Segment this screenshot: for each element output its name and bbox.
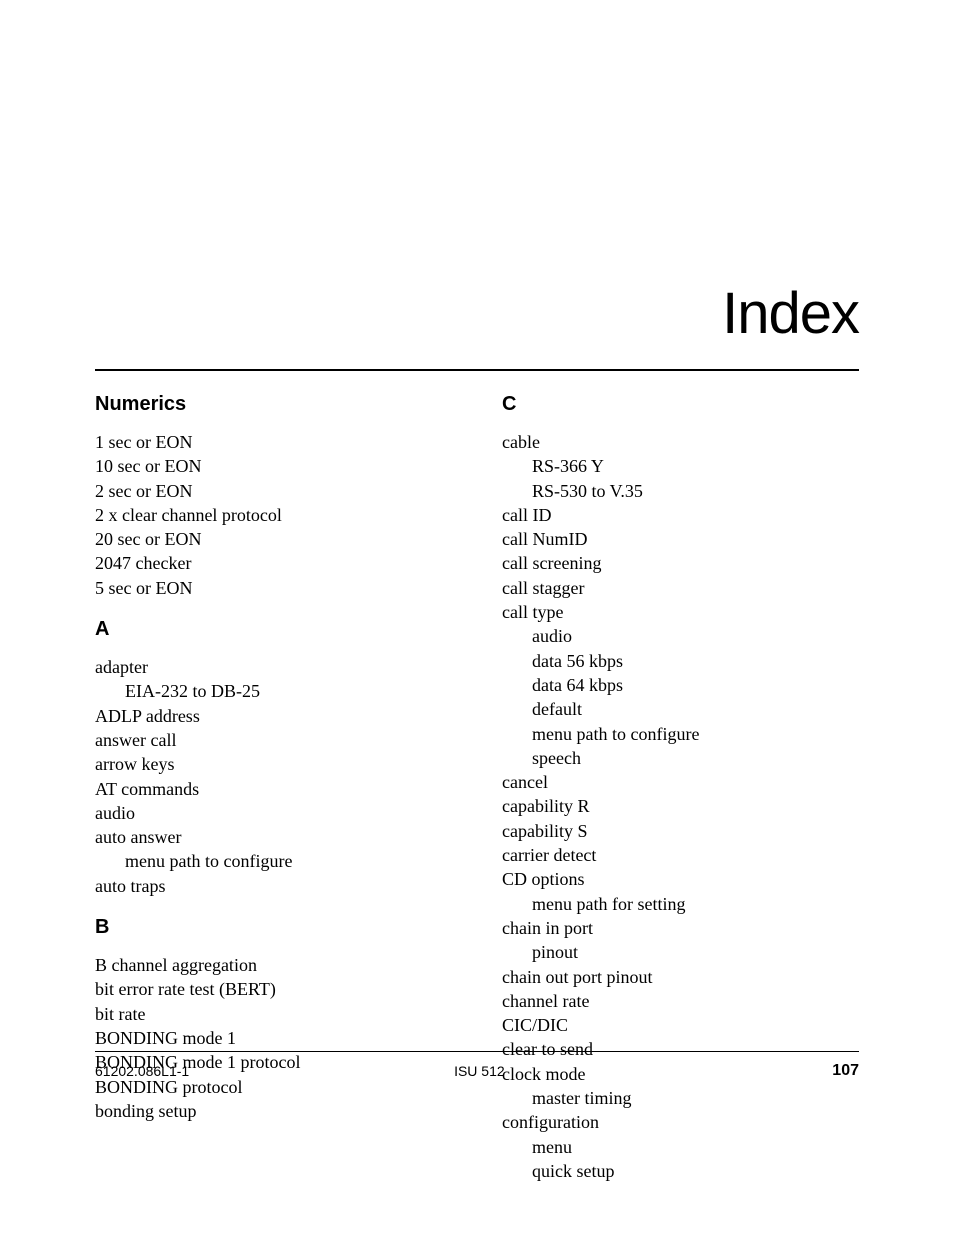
index-entry: 2 x clear channel protocol — [95, 503, 452, 527]
index-entry: EIA-232 to DB-25 — [95, 679, 452, 703]
index-entry: pinout — [502, 940, 859, 964]
index-entry: auto answer — [95, 825, 452, 849]
page-title: Index — [95, 280, 859, 347]
index-entry: cancel — [502, 770, 859, 794]
index-entry: menu path for setting — [502, 892, 859, 916]
index-entry: arrow keys — [95, 752, 452, 776]
index-entry: bit error rate test (BERT) — [95, 977, 452, 1001]
index-entry: bit rate — [95, 1002, 452, 1026]
section-heading-a: A — [95, 618, 452, 641]
index-entry: channel rate — [502, 989, 859, 1013]
index-entry: AT commands — [95, 777, 452, 801]
index-entry: chain in port — [502, 916, 859, 940]
index-entry: call ID — [502, 503, 859, 527]
index-entry: RS-530 to V.35 — [502, 479, 859, 503]
index-entry: 10 sec or EON — [95, 454, 452, 478]
index-entry: audio — [95, 801, 452, 825]
footer-product: ISU 512 — [454, 1063, 505, 1079]
index-entry: menu path to configure — [95, 849, 452, 873]
section-entries-b: B channel aggregationbit error rate test… — [95, 953, 452, 1123]
title-divider — [95, 369, 859, 371]
index-entry: CIC/DIC — [502, 1013, 859, 1037]
index-entry: capability S — [502, 819, 859, 843]
page-footer: 61202.086L1-1 ISU 512 107 — [95, 1051, 859, 1080]
index-entry: default — [502, 697, 859, 721]
index-entry: chain out port pinout — [502, 965, 859, 989]
index-entry: quick setup — [502, 1159, 859, 1183]
section-entries-numerics: 1 sec or EON10 sec or EON2 sec or EON2 x… — [95, 430, 452, 600]
index-entry: 20 sec or EON — [95, 527, 452, 551]
index-entry: 5 sec or EON — [95, 576, 452, 600]
index-entry: carrier detect — [502, 843, 859, 867]
index-entry: 2 sec or EON — [95, 479, 452, 503]
index-entry: answer call — [95, 728, 452, 752]
index-entry: call screening — [502, 551, 859, 575]
footer-doc-id: 61202.086L1-1 — [95, 1063, 189, 1079]
footer-page-number: 107 — [832, 1062, 859, 1080]
index-entry: auto traps — [95, 874, 452, 898]
section-heading-numerics: Numerics — [95, 393, 452, 416]
index-entry: menu — [502, 1135, 859, 1159]
index-entry: speech — [502, 746, 859, 770]
index-entry: capability R — [502, 794, 859, 818]
index-entry: call stagger — [502, 576, 859, 600]
section-heading-b: B — [95, 916, 452, 939]
index-entry: 2047 checker — [95, 551, 452, 575]
index-entry: audio — [502, 624, 859, 648]
index-entry: call NumID — [502, 527, 859, 551]
index-entry: master timing — [502, 1086, 859, 1110]
index-entry: RS-366 Y — [502, 454, 859, 478]
index-entry: adapter — [95, 655, 452, 679]
index-entry: configuration — [502, 1110, 859, 1134]
index-entry: data 56 kbps — [502, 649, 859, 673]
index-entry: bonding setup — [95, 1099, 452, 1123]
index-entry: call type — [502, 600, 859, 624]
index-entry: menu path to configure — [502, 722, 859, 746]
index-entry: BONDING mode 1 — [95, 1026, 452, 1050]
index-entry: 1 sec or EON — [95, 430, 452, 454]
section-heading-c: C — [502, 393, 859, 416]
index-entry: B channel aggregation — [95, 953, 452, 977]
index-entry: CD options — [502, 867, 859, 891]
section-entries-a: adapterEIA-232 to DB-25ADLP addressanswe… — [95, 655, 452, 898]
index-entry: cable — [502, 430, 859, 454]
footer-row: 61202.086L1-1 ISU 512 107 — [95, 1062, 859, 1080]
index-entry: ADLP address — [95, 704, 452, 728]
footer-divider — [95, 1051, 859, 1052]
index-entry: data 64 kbps — [502, 673, 859, 697]
